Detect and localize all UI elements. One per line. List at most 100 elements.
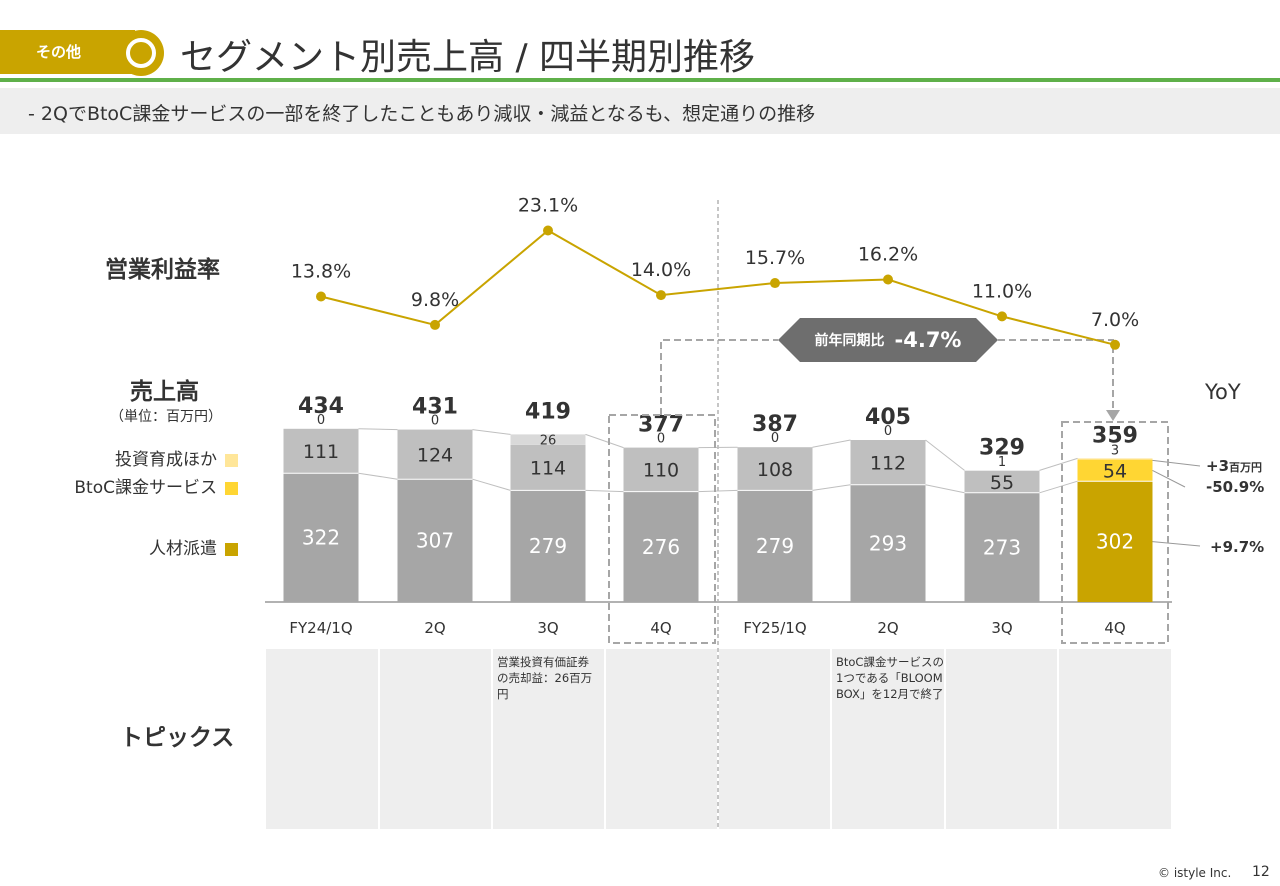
connector-line (1039, 480, 1078, 494)
bar-staffing-value: 279 (756, 534, 794, 558)
yoy-btoc: -50.9% (1206, 478, 1265, 496)
topic-cell-6 (832, 649, 944, 829)
category-label: 4Q (1104, 619, 1125, 637)
bar-btoc (623, 447, 699, 492)
section-tag: その他 (0, 30, 135, 74)
bar-staffing (964, 492, 1040, 602)
yoy-change-value: -4.7% (894, 328, 962, 352)
topic-cell-8 (1059, 649, 1171, 829)
bar-staffing-value: 293 (869, 531, 907, 555)
yoy-header: YoY (1205, 380, 1241, 404)
page-title: セグメント別売上高 / 四半期別推移 (180, 37, 756, 78)
yoy-change-badge: 前年同期比 -4.7% (778, 318, 998, 362)
margin-label: 23.1% (518, 194, 578, 216)
unit-label: （単位：百万円） (110, 409, 222, 425)
bar-btoc-value: 54 (1103, 460, 1127, 482)
bracket-left (660, 339, 778, 415)
connector-line (585, 433, 624, 449)
bar-btoc-value: 110 (643, 460, 679, 482)
bar-other-value: 0 (657, 432, 665, 447)
margin-point (997, 311, 1007, 322)
yoy-other: +3百万円 (1206, 457, 1262, 475)
margin-label: 9.8% (411, 289, 459, 311)
legend-other-swatch (225, 453, 238, 467)
bar-btoc (397, 429, 473, 480)
margin-label: 14.0% (631, 259, 691, 281)
margin-label: 11.0% (972, 280, 1032, 302)
bar-staffing (850, 484, 926, 602)
bar-other-value: 1 (998, 455, 1006, 470)
bar-total-value: 359 (1092, 423, 1138, 448)
bracket-arrow-icon (1106, 410, 1120, 421)
yoy-pointer-other (1152, 459, 1201, 467)
yoy-pointer-staffing (1152, 541, 1201, 547)
legend-staffing-swatch (225, 542, 238, 556)
sales-label: 売上高 (130, 379, 199, 405)
bar-staffing-value: 279 (529, 534, 567, 558)
topic-cell-2 (380, 649, 491, 829)
bar-btoc (283, 428, 359, 474)
margin-point (770, 278, 780, 289)
connector-line (472, 478, 511, 491)
yoy-staffing: +9.7% (1210, 538, 1265, 556)
bar-btoc-value: 111 (303, 441, 339, 463)
connector-line (358, 472, 398, 480)
topic-cell-1 (266, 649, 378, 829)
highlight-box-fy24-4q (608, 414, 716, 644)
bar-total-value: 377 (638, 413, 684, 438)
yoy-pointer-btoc (1152, 469, 1186, 488)
bar-total-value: 434 (298, 394, 344, 419)
bar-staffing-value: 302 (1096, 530, 1134, 554)
yoy-other-value: +3 (1206, 457, 1230, 475)
bar-staffing (737, 490, 813, 602)
topics-label: トピックス (120, 725, 235, 751)
bar-btoc (1077, 459, 1153, 482)
bar-total-value: 329 (979, 435, 1025, 460)
bar-other (1077, 458, 1153, 460)
legend-btoc: BtoC課金サービス (74, 473, 238, 498)
bar-other-value: 3 (1111, 444, 1119, 459)
connector-line (812, 439, 851, 448)
connector-line (925, 439, 965, 471)
connector-line (1039, 457, 1078, 471)
bracket-right (998, 339, 1114, 412)
margin-point (1110, 339, 1120, 350)
bar-total-value: 419 (525, 399, 571, 424)
bar-total-value: 431 (412, 395, 458, 420)
bar-staffing (397, 479, 473, 602)
category-label: FY25/1Q (743, 619, 806, 637)
bar-btoc (510, 444, 586, 491)
topic-cell-7 (946, 649, 1057, 829)
connector-line (358, 428, 398, 431)
margin-label: 13.8% (291, 261, 351, 283)
category-label: 3Q (991, 619, 1012, 637)
bar-other-value: 0 (431, 414, 439, 429)
bar-staffing (1077, 481, 1153, 602)
connector-line (472, 429, 511, 435)
legend-staffing: 人材派遣 (149, 534, 238, 559)
legend-btoc-label: BtoC課金サービス (74, 478, 217, 498)
legend-btoc-swatch (225, 481, 238, 495)
topic-text-3: 営業投資有価証券の売却益：26百万円 (497, 655, 593, 701)
bar-other-value: 0 (317, 413, 325, 428)
bar-btoc (850, 440, 926, 485)
category-label: 4Q (650, 619, 671, 637)
connector-line (585, 489, 624, 493)
margin-point (543, 225, 553, 236)
legend-other-label: 投資育成ほか (115, 450, 217, 470)
page-number: 12 (1252, 864, 1270, 880)
margin-point (883, 274, 893, 285)
bar-other-value: 0 (771, 431, 779, 446)
section-ring-icon (118, 30, 164, 76)
bar-btoc-value: 55 (990, 472, 1014, 494)
connector-line (812, 484, 851, 491)
category-label: FY24/1Q (289, 619, 352, 637)
legend-staffing-label: 人材派遣 (149, 539, 217, 559)
topic-cell-3 (493, 649, 604, 829)
bar-staffing-value: 307 (416, 529, 454, 553)
bar-staffing-value: 322 (302, 526, 340, 550)
margin-label: 15.7% (745, 247, 805, 269)
bar-btoc-value: 124 (417, 444, 453, 466)
legend-other: 投資育成ほか (115, 445, 238, 470)
